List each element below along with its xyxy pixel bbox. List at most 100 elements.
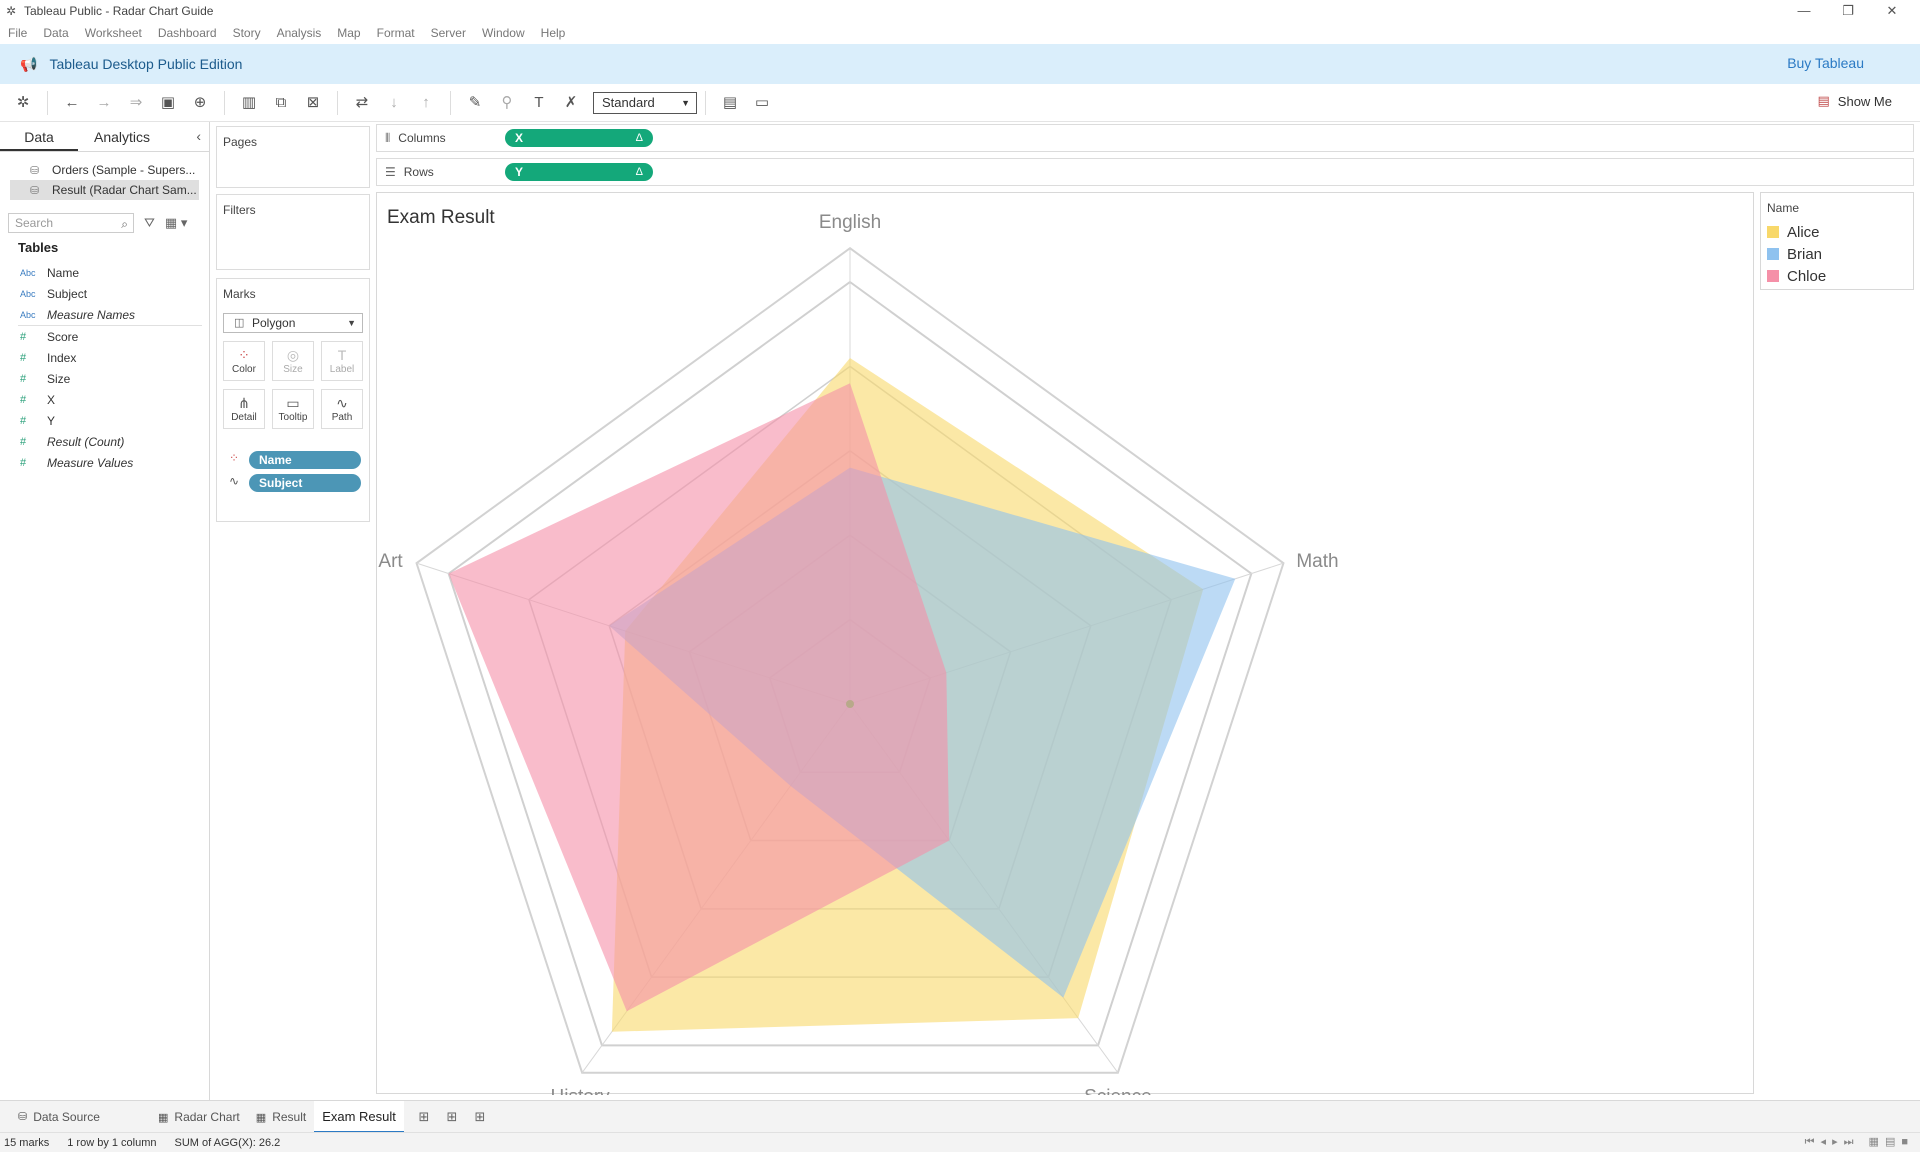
field-subject[interactable]: Abc Subject <box>0 283 210 304</box>
field-measure-names[interactable]: Abc Measure Names <box>0 304 210 325</box>
menu-help[interactable]: Help <box>540 26 566 40</box>
duplicate-sheet-icon[interactable]: ⧉ <box>275 93 287 111</box>
size-button[interactable]: ◎ Size <box>272 341 314 381</box>
field-result-count[interactable]: # Result (Count) <box>0 431 210 452</box>
mark-type-dropdown[interactable]: ◫ Polygon ▼ <box>223 313 363 333</box>
x-column-pill[interactable]: X Δ <box>505 129 653 147</box>
field-index[interactable]: # Index <box>0 347 210 368</box>
menu-format[interactable]: Format <box>376 26 415 40</box>
menu-server[interactable]: Server <box>430 26 466 40</box>
presentation-mode-icon[interactable]: ▭ <box>754 93 770 111</box>
field-size[interactable]: # Size <box>0 368 210 389</box>
field-y[interactable]: # Y <box>0 410 210 431</box>
new-worksheet-icon[interactable]: ⊞ <box>418 1108 430 1124</box>
sort-descending-icon[interactable]: ↑ <box>422 93 430 111</box>
viz-area[interactable]: Exam Result English Math Science History Art <box>376 192 1755 1095</box>
columns-shelf[interactable]: ⦀ Columns X Δ <box>376 124 1914 152</box>
name-mark-pill[interactable]: Name <box>249 451 361 469</box>
data-source-tab[interactable]: ⛁ Data Source <box>10 1101 140 1133</box>
show-labels-icon[interactable]: T <box>534 93 544 111</box>
field-x[interactable]: # X <box>0 389 210 410</box>
menu-story[interactable]: Story <box>232 26 261 40</box>
string-type-icon: Abc <box>20 288 36 299</box>
search-input[interactable]: Search ⌕ <box>8 213 134 233</box>
save-icon[interactable]: ▣ <box>160 93 176 111</box>
swap-icon[interactable]: ⇄ <box>355 93 369 111</box>
rows-shelf[interactable]: ☰ Rows Y Δ <box>376 158 1914 186</box>
marks-card: Marks ◫ Polygon ▼ ⁘ Color ◎ Size T Label… <box>216 278 370 522</box>
sort-ascending-icon[interactable]: ↓ <box>390 93 398 111</box>
sheet-tab-exam-result[interactable]: Exam Result <box>314 1100 404 1133</box>
tableau-icon[interactable]: ✲ <box>16 93 30 111</box>
undo-icon[interactable]: ← <box>64 93 80 111</box>
color-button[interactable]: ⁘ Color <box>223 341 265 381</box>
title-bar: ✲ Tableau Public - Radar Chart Guide — ❐… <box>0 0 1920 22</box>
sheet-tab-result[interactable]: ▦ Result <box>248 1101 314 1133</box>
number-type-icon: # <box>20 435 27 448</box>
menu-data[interactable]: Data <box>43 26 69 40</box>
sheet-tab-radar-chart[interactable]: ▦ Radar Chart <box>150 1101 248 1133</box>
minimize-icon[interactable]: — <box>1797 3 1811 18</box>
tooltip-button[interactable]: ▭ Tooltip <box>272 389 314 429</box>
tab-data[interactable]: Data <box>0 122 78 151</box>
y-row-pill[interactable]: Y Δ <box>505 163 653 181</box>
show-cards-icon[interactable]: ▤ <box>722 93 738 111</box>
cards-pane: Pages Filters Marks ◫ Polygon ▼ ⁘ Color … <box>216 122 370 522</box>
sheet-navigation-icons[interactable]: ⏮◂▸⏭ ▦▤■ <box>1804 1136 1914 1148</box>
group-icon[interactable]: ⚲ <box>501 93 513 111</box>
marks-card-title: Marks <box>223 287 256 301</box>
tab-analytics[interactable]: Analytics <box>93 129 151 145</box>
series-polygon-chloe[interactable] <box>448 383 950 1012</box>
fit-dropdown[interactable]: Standard ▼ <box>593 91 697 114</box>
new-dashboard-icon[interactable]: ⊞ <box>446 1108 458 1124</box>
legend-item-alice[interactable]: Alice <box>1761 221 1913 243</box>
toolbar: ✲ ← → ⇒ ▣ ⊕ ▥ ⧉ ⊠ ⇄ ↓ ↑ ✎ ⚲ T ✗ Standard… <box>0 84 1920 122</box>
field-label: Result (Count) <box>47 434 125 449</box>
filters-card[interactable]: Filters <box>216 194 370 270</box>
new-worksheet-icon[interactable]: ▥ <box>241 93 257 111</box>
field-name[interactable]: Abc Name <box>0 262 210 283</box>
replay-icon[interactable]: ⇒ <box>129 93 143 111</box>
path-icon: ∿ <box>336 395 348 411</box>
fix-axes-icon[interactable]: ✗ <box>564 93 578 111</box>
filter-icon[interactable]: ⛛ <box>144 215 155 230</box>
legend-item-chloe[interactable]: Chloe <box>1761 265 1913 287</box>
new-story-icon[interactable]: ⊞ <box>474 1108 486 1124</box>
buy-tableau-link[interactable]: Buy Tableau <box>1787 55 1864 71</box>
worksheet-icon: ▦ <box>255 1111 267 1124</box>
menu-worksheet[interactable]: Worksheet <box>84 26 142 40</box>
path-button[interactable]: ∿ Path <box>321 389 363 429</box>
field-score[interactable]: # Score <box>0 326 210 347</box>
pages-card[interactable]: Pages <box>216 126 370 188</box>
mark-type-value: Polygon <box>252 316 296 330</box>
subject-mark-pill[interactable]: Subject <box>249 474 361 492</box>
legend-item-brian[interactable]: Brian <box>1761 243 1913 265</box>
radar-chart[interactable]: English Math Science History Art <box>377 193 1755 1095</box>
grid-ring <box>447 280 1253 1047</box>
collapse-pane-icon[interactable]: ‹ <box>196 128 201 144</box>
show-me-button[interactable]: ▤ Show Me <box>1818 93 1893 109</box>
menu-analysis[interactable]: Analysis <box>276 26 322 40</box>
highlight-icon[interactable]: ✎ <box>468 93 482 111</box>
datasource-label: Result (Radar Chart Sam... <box>52 183 197 197</box>
view-options-icon[interactable]: ▦ ▾ <box>164 215 188 230</box>
menu-dashboard[interactable]: Dashboard <box>157 26 217 40</box>
label-button[interactable]: T Label <box>321 341 363 381</box>
redo-icon[interactable]: → <box>96 93 112 111</box>
detail-button[interactable]: ⋔ Detail <box>223 389 265 429</box>
menu-map[interactable]: Map <box>337 26 361 40</box>
field-measure-values[interactable]: # Measure Values <box>0 452 210 473</box>
menu-window[interactable]: Window <box>481 26 525 40</box>
field-label: Measure Names <box>47 307 136 322</box>
bar-chart-icon: ▤ <box>1817 93 1830 108</box>
clear-sheet-icon[interactable]: ⊠ <box>306 93 320 111</box>
new-datasource-icon[interactable]: ⊕ <box>193 93 207 111</box>
close-icon[interactable]: ✕ <box>1886 3 1898 18</box>
menu-file[interactable]: File <box>8 26 28 40</box>
window-title: Tableau Public - Radar Chart Guide <box>24 4 214 18</box>
axis-label-history: History <box>551 1087 611 1095</box>
field-label: Name <box>47 265 80 280</box>
restore-icon[interactable]: ❐ <box>1842 3 1854 18</box>
datasource-orders[interactable]: ⛁ Orders (Sample - Supers... <box>10 160 199 180</box>
datasource-result[interactable]: ⛁ Result (Radar Chart Sam... <box>10 180 199 200</box>
